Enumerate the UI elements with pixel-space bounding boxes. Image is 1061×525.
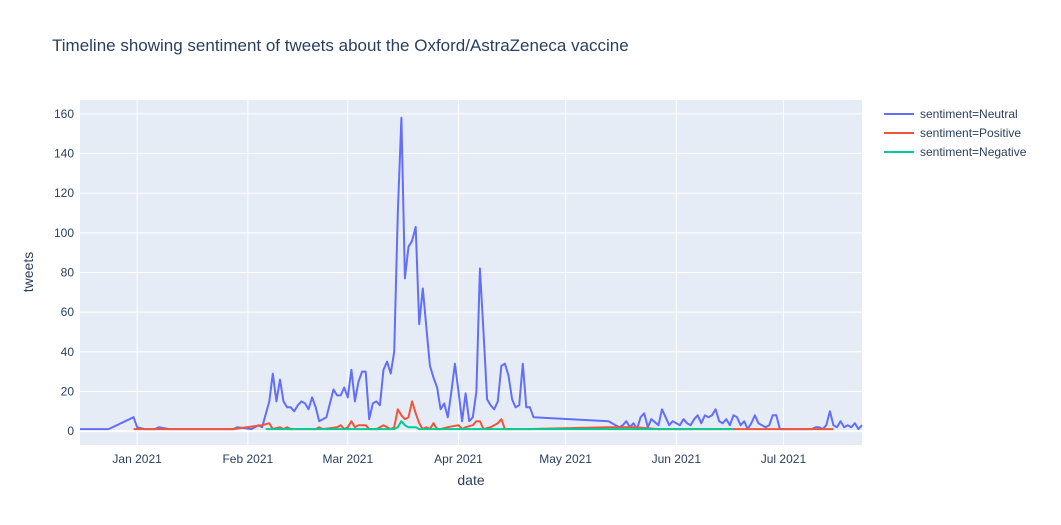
y-tick-label: 0 <box>67 424 74 438</box>
y-tick-label: 100 <box>54 226 74 240</box>
y-tick-label: 20 <box>61 384 75 398</box>
series-layer <box>80 116 863 431</box>
y-tick-labels: 0 20 40 60 80 100 120 140 160 <box>54 107 74 438</box>
x-tick-label: Jun 2021 <box>652 452 702 466</box>
x-tick-label: May 2021 <box>539 452 592 466</box>
x-tick-label: Jul 2021 <box>761 452 807 466</box>
y-tick-label: 140 <box>54 147 74 161</box>
y-tick-label: 40 <box>61 345 75 359</box>
legend-label: sentiment=Neutral <box>920 107 1018 121</box>
x-tick-labels: Jan 2021 Feb 2021 Mar 2021 Apr 2021 May 2021… <box>112 452 806 466</box>
y-tick-label: 120 <box>54 186 74 200</box>
legend-item-positive[interactable]: sentiment=Positive <box>884 126 1021 140</box>
legend-item-negative[interactable]: sentiment=Negative <box>884 145 1027 159</box>
y-tick-label: 80 <box>61 266 75 280</box>
series-line-neutral <box>80 116 863 431</box>
x-tick-label: Jan 2021 <box>112 452 162 466</box>
y-tick-label: 160 <box>54 107 74 121</box>
legend-label: sentiment=Negative <box>920 145 1027 159</box>
legend[interactable]: sentiment=Neutral sentiment=Positive senti… <box>884 107 1027 159</box>
x-tick-label: Feb 2021 <box>222 452 273 466</box>
series-line-negative <box>265 420 734 431</box>
x-axis-label: date <box>457 472 484 488</box>
chart-title: Timeline showing sentiment of tweets abo… <box>52 36 629 55</box>
x-tick-label: Apr 2021 <box>434 452 483 466</box>
legend-label: sentiment=Positive <box>920 126 1021 140</box>
legend-item-neutral[interactable]: sentiment=Neutral <box>884 107 1018 121</box>
x-tick-label: Mar 2021 <box>322 452 373 466</box>
y-axis-label: tweets <box>20 252 36 292</box>
y-gridlines <box>80 113 862 433</box>
y-tick-label: 60 <box>61 305 75 319</box>
